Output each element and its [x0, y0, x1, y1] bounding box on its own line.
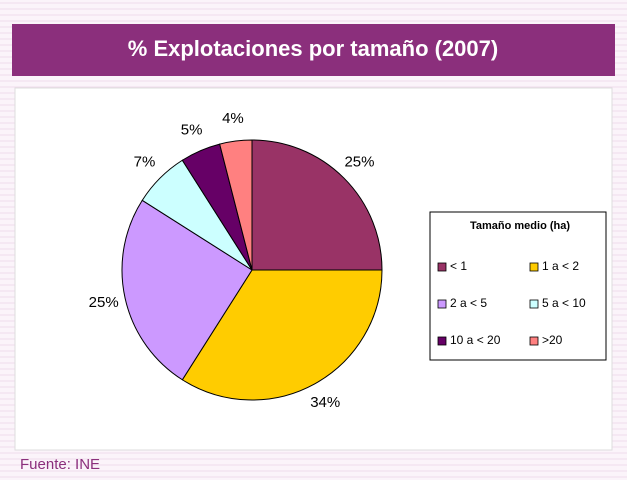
legend-label: >20: [542, 333, 563, 347]
legend-swatch: [529, 299, 539, 309]
legend-swatch: [437, 336, 447, 346]
legend-label: 2 a < 5: [450, 296, 487, 310]
pie-slice: [121, 199, 253, 381]
legend-swatch: [529, 336, 539, 346]
legend-swatch: [437, 262, 447, 272]
data-label: 5%: [181, 121, 203, 138]
data-label: 7%: [134, 153, 156, 170]
pie-slice: [219, 139, 253, 271]
chart-title: % Explotaciones por tamaño (2007): [128, 36, 498, 61]
legend-label: 1 a < 2: [542, 259, 579, 273]
source: Fuente: INE: [20, 456, 100, 473]
data-label: 4%: [222, 110, 244, 127]
legend-swatch: [437, 299, 447, 309]
pie-slice: [181, 269, 383, 401]
title-bar: [12, 24, 615, 76]
pie-slice: [251, 139, 383, 271]
legend-title: Tamaño medio (ha): [470, 220, 570, 232]
legend-label: 5 a < 10: [542, 296, 586, 310]
legend-swatch: [529, 262, 539, 272]
legend-label: 10 a < 20: [450, 333, 501, 347]
legend: [429, 211, 607, 361]
legend-label: < 1: [450, 259, 467, 273]
data-label: 25%: [344, 153, 374, 170]
data-label: 34%: [310, 394, 340, 411]
data-label: 25%: [89, 294, 119, 311]
